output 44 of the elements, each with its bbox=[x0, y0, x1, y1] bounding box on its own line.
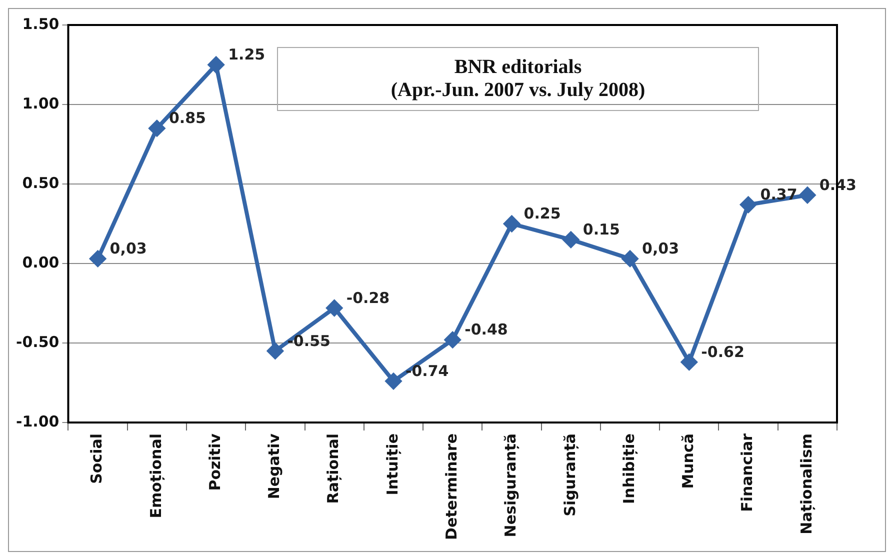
point bbox=[681, 354, 698, 370]
y-tick-label: -1.00 bbox=[16, 412, 60, 430]
point bbox=[504, 216, 520, 232]
x-tick-label: Naționalism bbox=[797, 433, 816, 534]
point bbox=[267, 342, 284, 359]
point bbox=[385, 373, 402, 390]
y-tick-label: 0.50 bbox=[22, 174, 60, 192]
y-tick-label: 0.00 bbox=[22, 253, 60, 272]
y-tick-label: 1.50 bbox=[22, 14, 60, 33]
point bbox=[444, 332, 461, 348]
x-tick-label: Muncă bbox=[679, 433, 698, 489]
x-tick-label: Determinare bbox=[442, 433, 461, 540]
data-label: 0.25 bbox=[524, 204, 561, 223]
data-label: -0.28 bbox=[346, 288, 390, 307]
data-label: 0.85 bbox=[168, 109, 206, 128]
y-tick-label: 1.00 bbox=[22, 94, 60, 112]
data-label: 0,03 bbox=[642, 240, 680, 258]
data-label: -0.62 bbox=[701, 342, 744, 361]
x-tick-label: Negativ bbox=[265, 433, 284, 500]
data-label: 0,03 bbox=[110, 240, 147, 258]
point bbox=[740, 196, 756, 213]
point bbox=[622, 250, 638, 267]
x-tick-label: Rațional bbox=[324, 433, 342, 504]
x-tick-label: Emoțional bbox=[146, 433, 165, 518]
data-label: 1.25 bbox=[228, 46, 266, 64]
point bbox=[208, 56, 224, 73]
data-label: 0.15 bbox=[582, 220, 620, 239]
x-tick-label: Intuiție bbox=[383, 433, 402, 496]
data-label: -0.48 bbox=[464, 320, 508, 339]
point bbox=[799, 187, 816, 204]
x-tick-label: Social bbox=[88, 433, 106, 484]
x-tick-label: Inhibiție bbox=[620, 433, 638, 504]
point bbox=[562, 232, 579, 248]
point bbox=[326, 300, 342, 316]
point bbox=[148, 120, 165, 136]
point bbox=[90, 250, 106, 267]
data-label: -0.74 bbox=[405, 362, 449, 380]
y-tick-label: -0.50 bbox=[16, 332, 60, 351]
x-tick-label: Siguranță bbox=[560, 433, 579, 516]
x-tick-label: Nesiguranță bbox=[502, 433, 520, 538]
text: BNR editorials (Apr.-Jun. 2007 vs. July 2008) bbox=[390, 56, 646, 102]
x-tick-label: Financiar bbox=[738, 432, 756, 512]
x-tick-label: Pozitiv bbox=[206, 433, 224, 491]
data-label: -0.55 bbox=[287, 332, 330, 350]
